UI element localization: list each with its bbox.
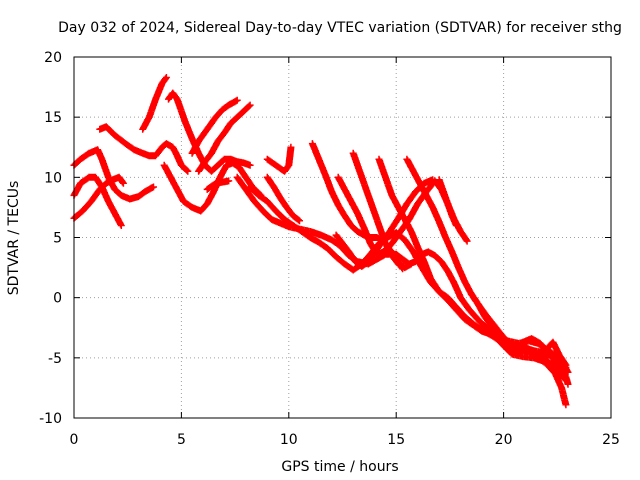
series-arc-9	[195, 101, 254, 175]
series-arc-23	[510, 335, 572, 388]
series-arc-18	[349, 149, 415, 272]
data-points	[263, 173, 303, 225]
x-tick-label: 25	[602, 432, 620, 448]
series-arc-8	[188, 96, 241, 157]
x-tick-label: 20	[495, 432, 513, 448]
y-tick-label: 20	[44, 50, 62, 66]
x-axis-label: GPS time / hours	[281, 459, 398, 475]
y-tick-label: 0	[53, 291, 62, 307]
axis-ticks: 0 5 10 15 20 25 -10 -5 0 5 10 15 20	[39, 50, 620, 448]
y-tick-label: -10	[39, 411, 62, 427]
x-tick-label: 15	[387, 432, 405, 448]
series-arc-10	[203, 177, 233, 193]
series-arc-4	[96, 123, 192, 175]
series-arc-17	[332, 176, 437, 270]
data-points	[263, 143, 295, 175]
series-arc-24	[532, 338, 570, 369]
data-points	[467, 290, 570, 383]
y-tick-label: 5	[53, 231, 62, 247]
data-points	[203, 177, 233, 193]
chart-title: Day 032 of 2024, Sidereal Day-to-day VTE…	[58, 20, 622, 36]
data-points	[510, 335, 572, 388]
data-points	[532, 338, 570, 369]
y-tick-label: -5	[48, 351, 62, 367]
data-points	[332, 176, 437, 270]
data-points	[188, 96, 241, 157]
data-points	[195, 101, 254, 175]
x-tick-label: 0	[70, 432, 79, 448]
series-arc-22	[467, 290, 570, 383]
data-series	[70, 74, 572, 409]
series-arc-13	[263, 143, 295, 175]
data-points	[96, 123, 192, 175]
x-tick-label: 5	[177, 432, 186, 448]
series-arc-14	[263, 173, 303, 225]
y-tick-label: 15	[44, 110, 62, 126]
data-points	[435, 176, 460, 229]
series-arc-5	[139, 74, 170, 133]
series-arc-21	[435, 176, 460, 229]
y-axis-label: SDTVAR / TECUs	[6, 181, 22, 296]
data-points	[349, 149, 415, 272]
y-tick-label: 10	[44, 170, 62, 186]
x-tick-label: 10	[280, 432, 298, 448]
data-points	[139, 74, 170, 133]
